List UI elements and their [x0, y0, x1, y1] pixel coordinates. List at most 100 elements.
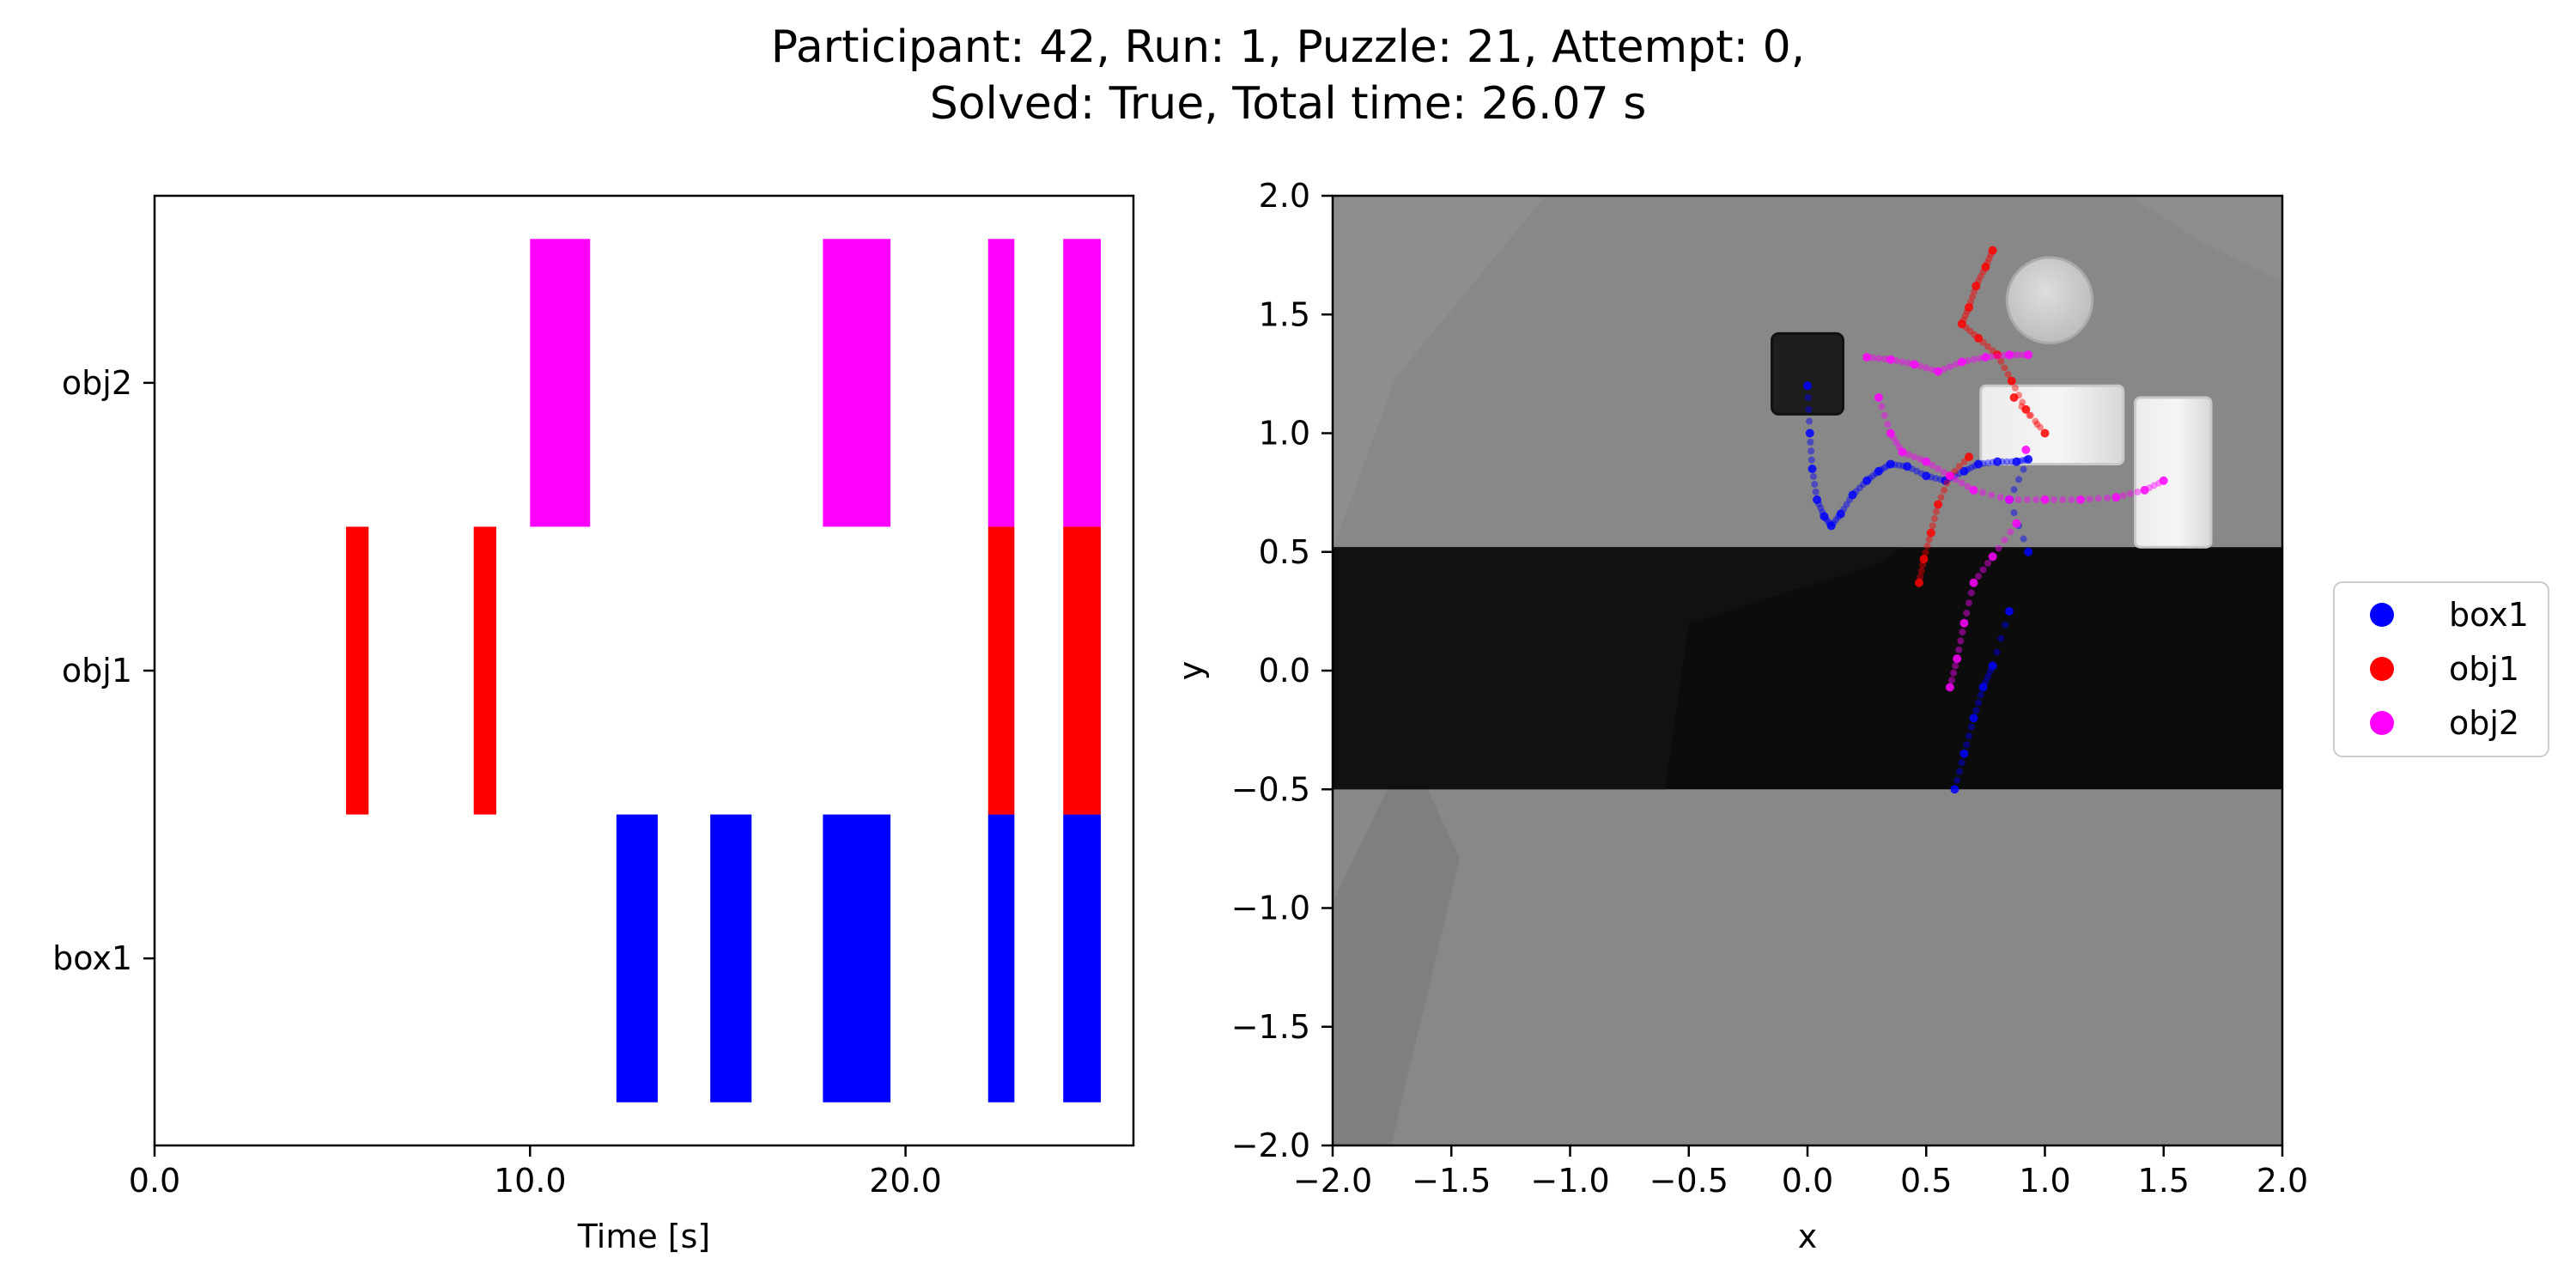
point-box1-1 [1805, 428, 1814, 438]
point-obj2-6 [2005, 350, 2014, 360]
trail-obj2 [1958, 479, 1965, 487]
timeline-chart: 0.0 10.0 20.0 box1 obj1 obj2 Time [s] [52, 194, 1135, 1255]
trail-box1 [1964, 465, 1971, 473]
trail-obj2 [2032, 495, 2040, 503]
trail-obj2 [2134, 488, 2142, 495]
point-obj2-11 [1922, 457, 1931, 466]
trajectory-x-tick-label: 0.5 [1900, 1162, 1952, 1200]
trail-obj2 [2010, 351, 2018, 359]
trajectory-x-tick-label: −2.0 [1293, 1162, 1372, 1200]
trail-box1 [1984, 672, 1992, 680]
point-obj2-9 [1886, 428, 1895, 438]
trail-box1 [2010, 486, 2018, 494]
trajectory-chart: −2.0 −1.5 −1.0 −0.5 0.0 0.5 1.0 1.5 2.0 2.0 1.5 1.… [1172, 177, 2308, 1255]
trail-box1 [1869, 472, 1877, 480]
trail-obj2 [1929, 461, 1936, 469]
point-box1-10 [1886, 459, 1895, 469]
trajectory-x-tick-label: 2.0 [2257, 1162, 2308, 1200]
point-obj2-24 [1959, 618, 1969, 628]
gray-circle-object [2005, 256, 2094, 344]
trail-obj2 [1964, 483, 1971, 490]
trail-box1 [1979, 459, 1987, 467]
trail-box1 [1880, 464, 1888, 471]
trail-box1 [1977, 691, 1984, 699]
point-obj1-1 [1981, 262, 1990, 271]
trail-obj2 [1970, 355, 1978, 363]
point-obj1-0 [1988, 246, 1997, 255]
point-obj1-10 [2009, 393, 2019, 403]
trail-obj1 [1971, 288, 1978, 295]
trail-box1 [1986, 667, 1994, 675]
trail-obj2 [1878, 403, 1886, 410]
trajectory-x-axis-label: x [1798, 1218, 1818, 1255]
timeline-y-tick-label-obj2: obj2 [62, 364, 132, 402]
trail-obj1 [1962, 324, 1970, 331]
point-obj2-15 [2040, 495, 2050, 504]
trail-box1 [1807, 456, 1815, 464]
point-obj1-3 [1965, 302, 1974, 312]
trail-obj1 [1961, 312, 1969, 319]
trail-box1 [1807, 447, 1815, 455]
trail-obj2 [2059, 495, 2067, 503]
white-rectangle-right [2134, 396, 2213, 549]
point-obj1-8 [2021, 404, 2031, 414]
legend-label-box1: box1 [2449, 596, 2529, 634]
trail-box1 [1815, 500, 1823, 507]
trail-obj1 [1940, 486, 1947, 494]
point-box1-4 [1820, 512, 1829, 521]
trail-obj1 [2026, 411, 2034, 419]
trail-obj2 [1899, 358, 1906, 366]
trail-obj2 [1957, 637, 1965, 645]
point-box1-23 [1978, 683, 1988, 692]
trail-obj2 [2086, 495, 2093, 503]
timeline-bar-box1-0 [616, 814, 658, 1103]
trajectory-points [1803, 246, 2168, 794]
point-box1-25 [1959, 749, 1969, 758]
trail-box1 [1913, 467, 1921, 475]
trail-obj2 [2146, 484, 2154, 492]
legend-label-obj1: obj1 [2449, 650, 2519, 688]
trajectory-y-tick-label: 1.5 [1259, 295, 1310, 333]
point-obj1-16 [1914, 578, 1923, 587]
trail-box1 [2020, 535, 2027, 543]
trail-obj1 [1929, 522, 1936, 530]
point-obj1-11 [1965, 453, 1974, 462]
legend-items: box1 obj1 obj2 [2370, 596, 2529, 742]
trail-box1 [1830, 519, 1838, 526]
trail-obj2 [1905, 451, 1912, 459]
trail-obj1 [2018, 403, 2026, 410]
trail-box1 [1895, 461, 1903, 469]
point-obj2-23 [1969, 578, 1978, 587]
trail-obj2 [2014, 495, 2022, 503]
trail-obj1 [1979, 268, 1987, 276]
trail-box1 [1804, 394, 1812, 402]
floor-shading-upper-left [1333, 196, 1546, 1145]
trajectory-y-tick-label: −2.0 [1231, 1127, 1310, 1164]
trajectory-x-tick-label: −1.0 [1530, 1162, 1609, 1200]
trail-obj1 [2036, 423, 2044, 431]
legend: box1 obj1 obj2 [2333, 581, 2549, 757]
point-box1-17 [2012, 457, 2021, 466]
trail-obj1 [1985, 255, 1993, 263]
point-obj2-1 [1886, 355, 1895, 364]
trail-obj1 [1955, 463, 1963, 471]
trail-obj2 [1984, 559, 1992, 567]
trail-obj2 [1947, 677, 1955, 684]
trail-obj2 [1963, 609, 1971, 617]
trail-obj2 [1955, 646, 1963, 653]
trail-obj1 [1969, 293, 1977, 301]
timeline-y-tick-label-box1: box1 [52, 939, 132, 977]
trajectory-plot-area [1333, 196, 2282, 1145]
white-rectangle-left [1979, 384, 2125, 465]
trail-obj2 [2094, 495, 2102, 502]
point-box1-16 [1993, 457, 2002, 466]
dark-square-object [1771, 331, 1844, 416]
point-box1-21 [2005, 606, 2014, 616]
trail-box1 [1958, 759, 1965, 767]
trail-obj2 [2119, 492, 2127, 500]
trajectory-x-tick-label: 1.0 [2019, 1162, 2070, 1200]
trail-obj2 [2015, 351, 2023, 359]
point-obj2-25 [1953, 654, 1962, 664]
trail-obj2 [1874, 355, 1882, 362]
